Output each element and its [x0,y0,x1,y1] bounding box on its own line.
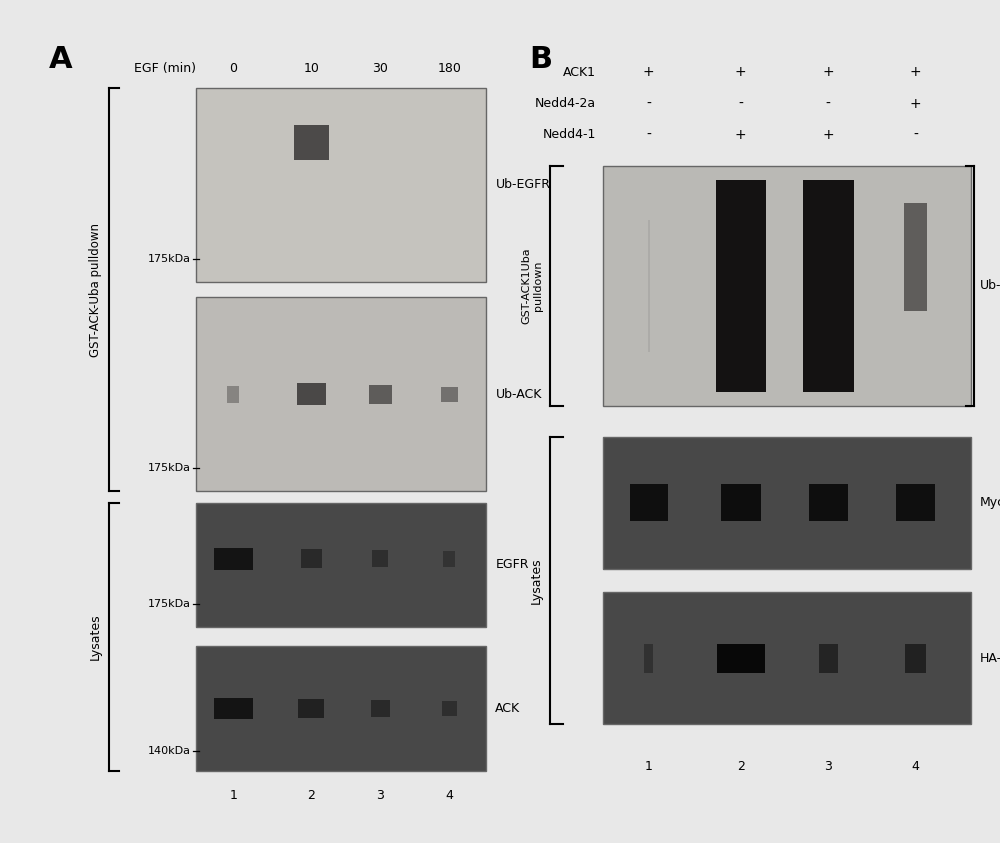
Bar [603,165,971,406]
Text: 2: 2 [737,760,745,773]
Text: +: + [735,127,747,142]
Text: 0: 0 [229,62,237,75]
Bar [716,180,766,391]
Text: -: - [738,96,743,110]
Bar [803,180,854,391]
Text: Ub-ACK: Ub-ACK [495,388,542,401]
Bar [369,385,392,404]
Text: Nedd4-2a: Nedd4-2a [535,97,596,110]
Text: ACK: ACK [495,702,521,715]
Bar [630,485,668,521]
Bar [442,701,457,717]
Bar [809,485,848,521]
Text: B: B [529,46,552,74]
Bar [644,643,653,673]
Bar [298,699,324,717]
Text: 175kDa: 175kDa [148,254,191,264]
Text: +: + [735,66,747,79]
Text: Myc-ACK1: Myc-ACK1 [980,497,1000,509]
Text: 175kDa: 175kDa [148,599,191,609]
Bar [297,384,326,405]
Bar [819,643,838,673]
Text: -: - [646,96,651,110]
Bar [372,550,388,567]
Text: -: - [913,127,918,142]
Text: +: + [822,127,834,142]
Bar [603,437,971,569]
Text: Lysates: Lysates [530,557,543,604]
Text: GST-ACK-Uba pulldown: GST-ACK-Uba pulldown [89,223,102,357]
Bar [227,386,239,403]
Text: -: - [826,96,831,110]
Bar [721,485,761,521]
Bar [603,592,971,724]
Text: +: + [910,66,921,79]
Text: 175kDa: 175kDa [148,463,191,473]
Text: 2: 2 [307,789,315,802]
Bar [904,203,927,311]
Text: 4: 4 [445,789,453,802]
Text: Nedd4-1: Nedd4-1 [543,128,596,141]
Text: -: - [646,127,651,142]
Bar [717,643,765,673]
Bar [196,647,486,771]
Text: 3: 3 [376,789,384,802]
Bar [441,387,458,402]
Text: Lysates: Lysates [89,614,102,660]
Bar [196,503,486,627]
Text: +: + [910,96,921,110]
Text: ACK1: ACK1 [563,66,596,79]
Bar [196,88,486,282]
Text: +: + [822,66,834,79]
Text: 140kDa: 140kDa [148,746,191,756]
Bar [214,698,253,719]
Bar [196,298,486,491]
Text: 10: 10 [303,62,319,75]
Text: Ub-ACK1: Ub-ACK1 [980,279,1000,293]
Text: Ub-EGFR: Ub-EGFR [495,179,550,191]
Text: GST-ACK1Uba
pulldown: GST-ACK1Uba pulldown [521,248,543,324]
Text: +: + [643,66,655,79]
Text: 3: 3 [824,760,832,773]
Text: 4: 4 [912,760,920,773]
Text: EGF (min): EGF (min) [134,62,196,75]
Bar [371,700,390,717]
Bar [214,548,253,570]
Text: HA-Nedd4: HA-Nedd4 [980,652,1000,664]
Text: A: A [49,46,73,74]
Bar [648,220,650,352]
Text: 1: 1 [645,760,653,773]
Bar [896,485,935,521]
Text: EGFR: EGFR [495,558,529,572]
Bar [294,125,329,159]
Text: 180: 180 [437,62,461,75]
Bar [443,551,455,566]
Text: 1: 1 [229,789,237,802]
Text: 30: 30 [372,62,388,75]
Bar [301,550,322,568]
Bar [905,643,926,673]
